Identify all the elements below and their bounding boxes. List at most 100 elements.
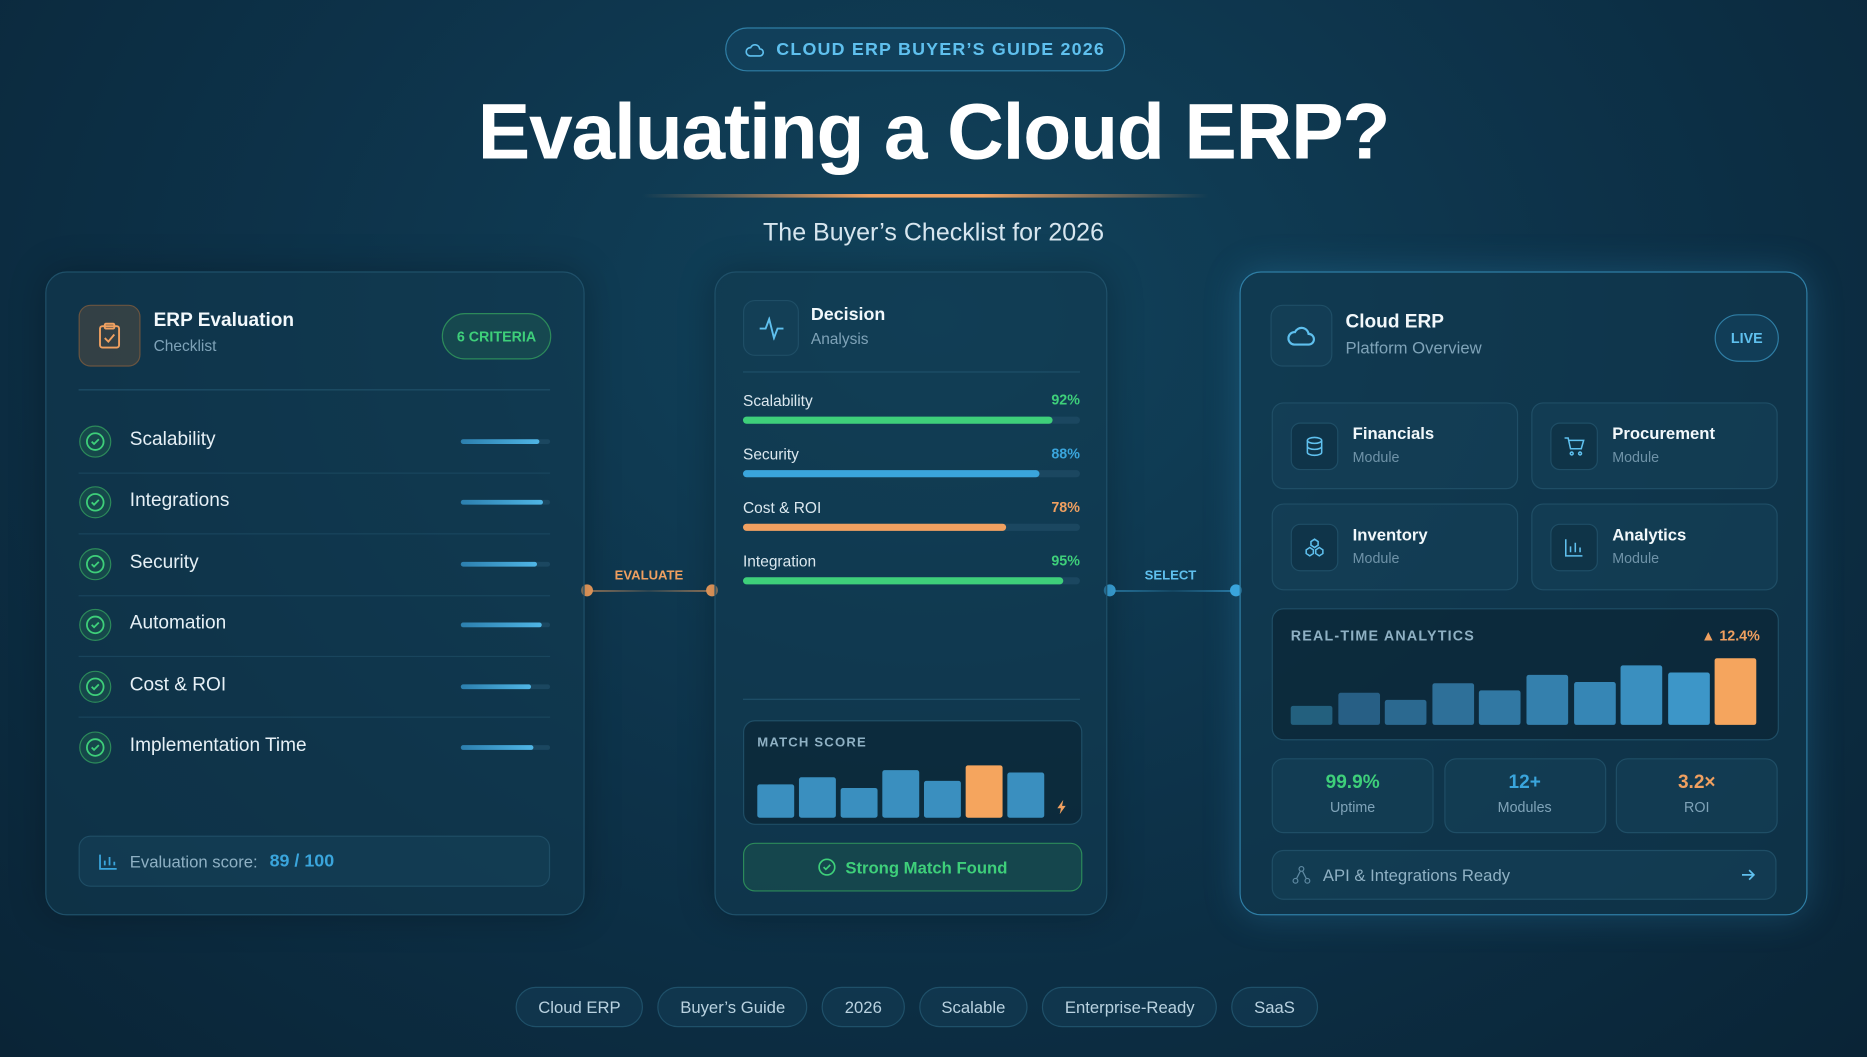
check-icon (79, 731, 112, 764)
metric-label: Scalability (742, 391, 813, 410)
check-icon (79, 486, 112, 519)
tag-pill[interactable]: Cloud ERP (515, 986, 644, 1028)
check-wrap (79, 670, 112, 703)
match-bar (882, 770, 920, 818)
metric-label: Integration (742, 552, 817, 571)
tag-pill[interactable]: 2026 (822, 986, 905, 1028)
match-bar (840, 787, 878, 818)
connector-label: EVALUATE (614, 568, 684, 584)
stat-label: Uptime (1329, 798, 1376, 816)
footer-text: API & Integrations Ready (1322, 865, 1511, 885)
analytics-bar (1667, 672, 1710, 725)
check-wrap (79, 608, 112, 642)
row-divider (78, 533, 551, 535)
card-title: ERP Evaluation (153, 310, 295, 331)
stat-value: 12+ (1508, 772, 1541, 793)
divider (742, 698, 1080, 700)
metric-label: Security (742, 445, 799, 464)
metric-bar (742, 470, 1040, 478)
card-subtitle: Checklist (153, 336, 217, 355)
stat-card: 12+ Modules (1443, 758, 1606, 834)
module-type: Module (1352, 549, 1400, 567)
check-wrap (79, 547, 112, 581)
metric-value: 78% (1051, 498, 1080, 516)
analytics-bar (1479, 690, 1521, 725)
module-type: Module (1612, 549, 1660, 567)
criteria-badge: 6 CRITERIA (441, 313, 552, 360)
result-button[interactable]: Strong Match Found (742, 842, 1083, 892)
metric-bar (742, 523, 1006, 531)
analytics-box: REAL-TIME ANALYTICS ▲ 12.4% (1271, 608, 1779, 741)
metric-value: 92% (1051, 391, 1080, 409)
connector-line (583, 590, 715, 592)
metric-bar (742, 416, 1054, 424)
decision-card: Decision Analysis MATCH SCORE Strong Mat… (714, 271, 1108, 916)
bolt-icon (1057, 799, 1066, 815)
cloud-icon (1287, 326, 1315, 346)
module-glyph (1305, 538, 1324, 557)
match-box: MATCH SCORE (742, 720, 1083, 825)
score-bar (460, 500, 543, 506)
row-divider (78, 472, 551, 474)
check-icon (79, 670, 112, 703)
module-glyph (1564, 437, 1585, 456)
analytics-bar (1290, 705, 1333, 725)
module-card[interactable]: Financials Module (1271, 402, 1519, 490)
metric-label: Cost & ROI (742, 498, 822, 517)
icon-box (1270, 304, 1333, 367)
criterion-label: Security (129, 552, 199, 573)
footer-bar[interactable]: API & Integrations Ready (1271, 849, 1777, 900)
criterion-label: Implementation Time (129, 735, 307, 756)
tag-pill[interactable]: Scalable (918, 986, 1028, 1028)
stat-value: 99.9% (1325, 772, 1380, 793)
score-bar (460, 439, 540, 444)
match-bar (1007, 772, 1045, 818)
stat-value: 3.2× (1677, 772, 1716, 793)
score-bar (460, 683, 532, 689)
analytics-bar (1385, 699, 1427, 725)
badge-text: CLOUD ERP BUYER’S GUIDE 2026 (776, 39, 1106, 60)
check-icon (79, 609, 112, 642)
tag-pill[interactable]: SaaS (1231, 986, 1318, 1028)
criterion-label: Scalability (129, 429, 216, 450)
tag-row: Cloud ERP Buyer’s Guide 2026 Scalable Enterp… (515, 986, 1318, 1028)
tag-pill[interactable]: Enterprise-Ready (1042, 986, 1218, 1028)
pulse-icon (759, 316, 783, 340)
check-wrap (79, 731, 112, 764)
match-bar (757, 784, 795, 818)
analytics-bar (1620, 665, 1663, 725)
stat-label: Modules (1497, 798, 1552, 816)
module-card[interactable]: Procurement Module (1531, 402, 1778, 490)
module-name: Financials (1352, 423, 1435, 443)
stat-card: 99.9% Uptime (1271, 758, 1434, 834)
metric-bar (742, 577, 1064, 585)
analytics-bar (1526, 674, 1569, 725)
platform-card: Cloud ERP Platform Overview LIVE REAL-TI… (1239, 271, 1808, 916)
module-card[interactable]: Inventory Module (1271, 503, 1519, 591)
card-title: Decision (810, 304, 886, 325)
match-bar (923, 780, 961, 818)
score-box: Evaluation score: 89 / 100 (78, 835, 551, 887)
module-type: Module (1612, 448, 1660, 466)
criterion-label: Automation (129, 613, 227, 634)
main-title: Evaluating a Cloud ERP? (477, 86, 1391, 175)
analytics-change: ▲ 12.4% (1701, 627, 1760, 644)
analytics-bar (1573, 682, 1616, 725)
module-glyph (1564, 539, 1583, 557)
connector-dot (1229, 584, 1242, 597)
metric-value: 95% (1051, 552, 1080, 569)
match-bar (798, 777, 836, 818)
card-subtitle: Analysis (810, 329, 869, 348)
connector-dot (706, 584, 718, 597)
stat-label: ROI (1684, 798, 1710, 816)
module-icon (1290, 422, 1339, 471)
connector-dot (581, 584, 593, 597)
module-card[interactable]: Analytics Module (1531, 503, 1778, 591)
top-badge: CLOUD ERP BUYER’S GUIDE 2026 (725, 27, 1126, 72)
subtitle: The Buyer’s Checklist for 2026 (763, 219, 1105, 247)
tag-pill[interactable]: Buyer’s Guide (657, 986, 808, 1028)
module-name: Inventory (1352, 524, 1428, 544)
